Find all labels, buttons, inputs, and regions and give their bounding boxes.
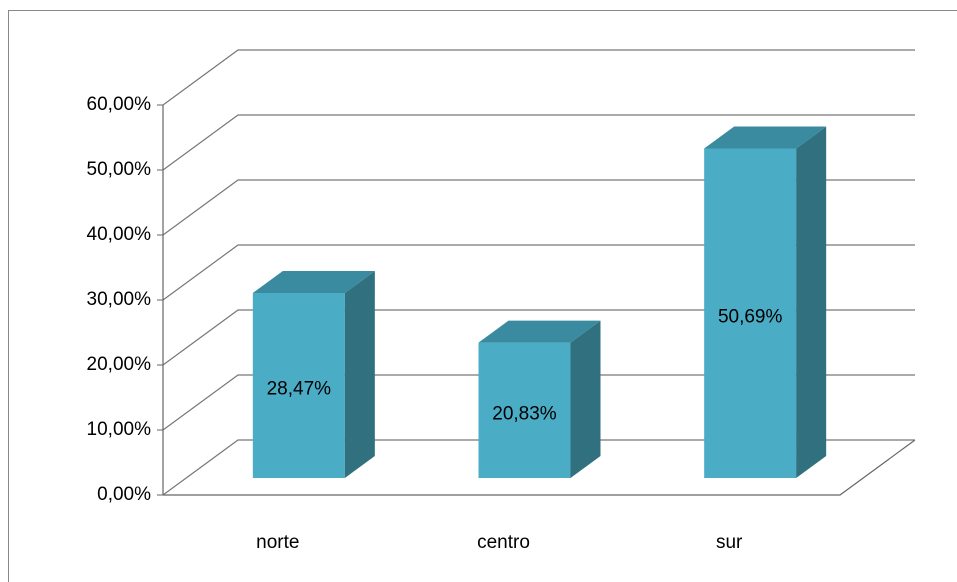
bar (704, 126, 827, 478)
bar-side (344, 270, 375, 478)
bar-front (252, 292, 345, 478)
y-tick-label: 50,00% (87, 159, 152, 180)
x-tick-label: sur (716, 532, 743, 553)
grid-line (162, 244, 915, 301)
grid-line (162, 49, 915, 106)
grid-line (162, 114, 915, 171)
floor-edge (163, 439, 916, 496)
value-label: 28,47% (267, 378, 332, 399)
bar-side (570, 320, 601, 478)
bar-front (704, 148, 797, 478)
y-tick-label: 40,00% (87, 224, 152, 245)
y-tick-label: 20,00% (87, 354, 152, 375)
y-tick-label: 0,00% (97, 484, 151, 505)
bar-front (478, 342, 571, 478)
bar-top (704, 126, 827, 149)
y-tick-label: 10,00% (87, 419, 152, 440)
x-tick-label: norte (256, 532, 299, 553)
grid-line (162, 179, 915, 236)
bar-side (796, 126, 827, 478)
chart-border (8, 10, 957, 582)
bar (252, 270, 375, 478)
x-tick-label: centro (477, 532, 530, 553)
grid-line (162, 309, 915, 366)
y-tick-label: 30,00% (87, 289, 152, 310)
grid-line (162, 439, 915, 496)
bar-top (478, 320, 601, 343)
bar (478, 320, 601, 478)
value-label: 50,69% (718, 306, 783, 327)
y-tick-label: 60,00% (87, 94, 152, 115)
bar-top (252, 270, 375, 293)
grid-line (162, 374, 915, 431)
value-label: 20,83% (492, 403, 557, 424)
